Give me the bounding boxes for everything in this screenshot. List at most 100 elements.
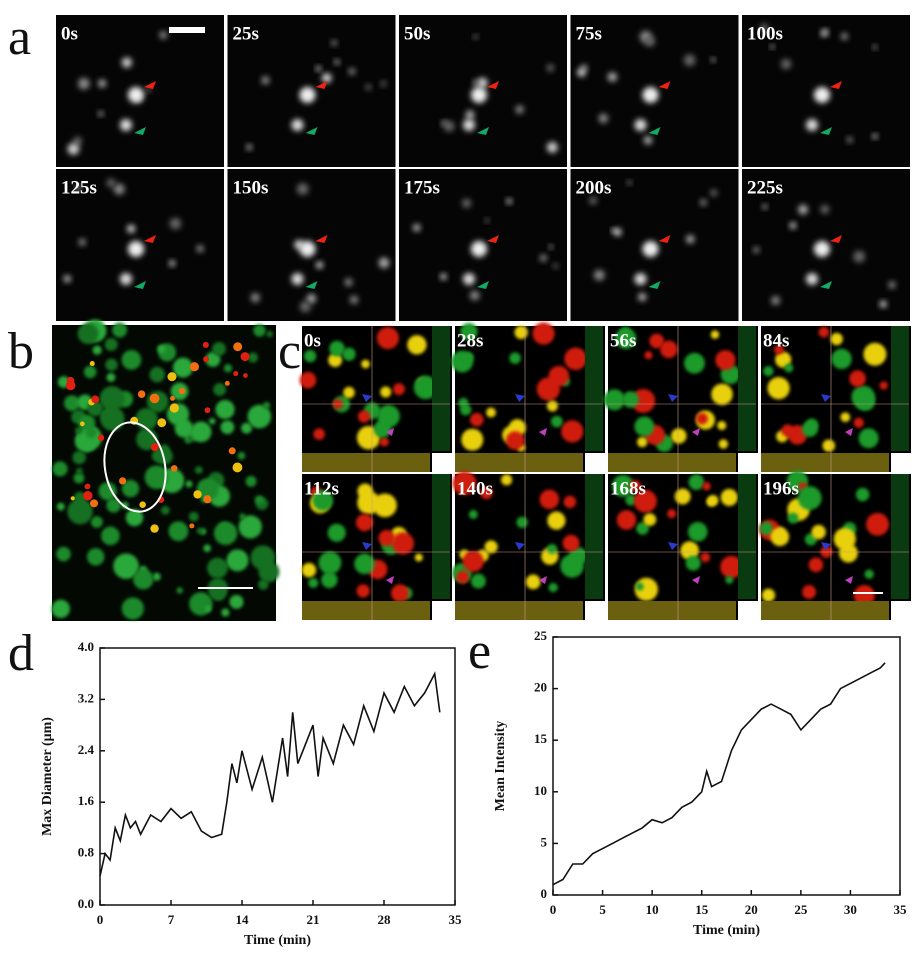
arrow	[144, 81, 156, 89]
arrow	[305, 281, 318, 289]
bottom-strip	[302, 601, 430, 620]
spot	[501, 474, 513, 486]
spot	[354, 553, 375, 575]
spot	[299, 87, 316, 103]
spot	[452, 471, 477, 496]
spot	[119, 477, 127, 485]
spot	[539, 489, 560, 510]
spot	[564, 347, 587, 371]
spot	[105, 358, 118, 372]
spot	[784, 363, 794, 373]
spot	[159, 31, 168, 40]
y-tick-label: 0	[541, 886, 548, 901]
frame-label: 50s	[404, 23, 430, 44]
spot	[636, 521, 649, 535]
spot	[797, 486, 822, 510]
frame-label: 84s	[763, 330, 789, 351]
x-tick-label: 15	[695, 902, 709, 917]
spot	[168, 521, 189, 542]
spot	[711, 383, 733, 406]
spot	[598, 113, 609, 124]
spot	[104, 338, 118, 352]
spot	[79, 414, 96, 431]
spot	[615, 327, 637, 350]
spot	[546, 141, 558, 153]
spot	[246, 144, 253, 151]
spot	[473, 34, 478, 40]
spot	[879, 381, 888, 390]
arrow	[315, 235, 328, 243]
spot	[514, 325, 528, 340]
x-tick-label: 7	[168, 912, 175, 927]
spot	[637, 292, 647, 302]
bottom-strip	[608, 601, 736, 620]
spot	[633, 489, 657, 513]
spot	[811, 524, 826, 540]
spot	[56, 502, 65, 511]
spot	[92, 345, 102, 355]
spot	[203, 495, 212, 504]
spot	[254, 495, 264, 505]
spot	[798, 204, 808, 215]
spot	[443, 120, 455, 132]
y-tick-label: 20	[534, 680, 547, 695]
spot	[152, 572, 161, 581]
spot	[75, 185, 82, 191]
arrow	[515, 542, 525, 550]
spot	[120, 273, 132, 285]
spot	[321, 72, 332, 84]
bottom-strip	[761, 601, 889, 620]
spot	[196, 245, 204, 253]
spot	[685, 555, 701, 571]
spot	[266, 330, 273, 338]
arrow	[539, 576, 547, 584]
spot	[239, 513, 246, 520]
spot	[710, 330, 720, 339]
spot	[671, 428, 687, 444]
spot	[241, 422, 253, 434]
arrow	[820, 127, 832, 135]
arrow	[144, 235, 156, 243]
spot	[699, 199, 707, 206]
y-axis-title: Max Diameter (μm)	[40, 717, 55, 836]
spot	[684, 352, 705, 374]
spot	[808, 557, 824, 573]
spot	[683, 54, 696, 67]
frame-label: 196s	[763, 478, 799, 499]
spot	[820, 30, 828, 37]
spot	[863, 342, 887, 366]
y-tick-label: 15	[534, 731, 548, 746]
spot	[634, 119, 647, 131]
spot	[169, 403, 179, 413]
spot	[204, 407, 211, 414]
bottom-strip	[455, 453, 583, 472]
arrow	[692, 428, 700, 436]
spot	[879, 300, 887, 308]
arrow	[830, 235, 842, 243]
spot	[72, 450, 87, 465]
spot	[342, 347, 356, 361]
spot	[299, 301, 311, 313]
spot	[91, 395, 100, 404]
spot	[189, 362, 200, 372]
spot	[70, 496, 75, 501]
spot	[525, 574, 541, 590]
spot	[121, 597, 144, 620]
spot	[853, 250, 866, 263]
spot	[299, 371, 317, 389]
spot	[101, 526, 120, 546]
spot	[413, 375, 438, 400]
spot	[361, 359, 370, 369]
side-strip	[738, 326, 756, 451]
spot	[90, 499, 99, 508]
spot	[547, 511, 566, 530]
spot	[855, 391, 876, 411]
spot	[702, 482, 711, 491]
spot	[643, 135, 653, 145]
arrow	[386, 428, 394, 436]
spot	[220, 420, 235, 435]
spot	[247, 404, 272, 429]
spot	[563, 495, 577, 509]
frame-label: 0s	[61, 23, 78, 44]
